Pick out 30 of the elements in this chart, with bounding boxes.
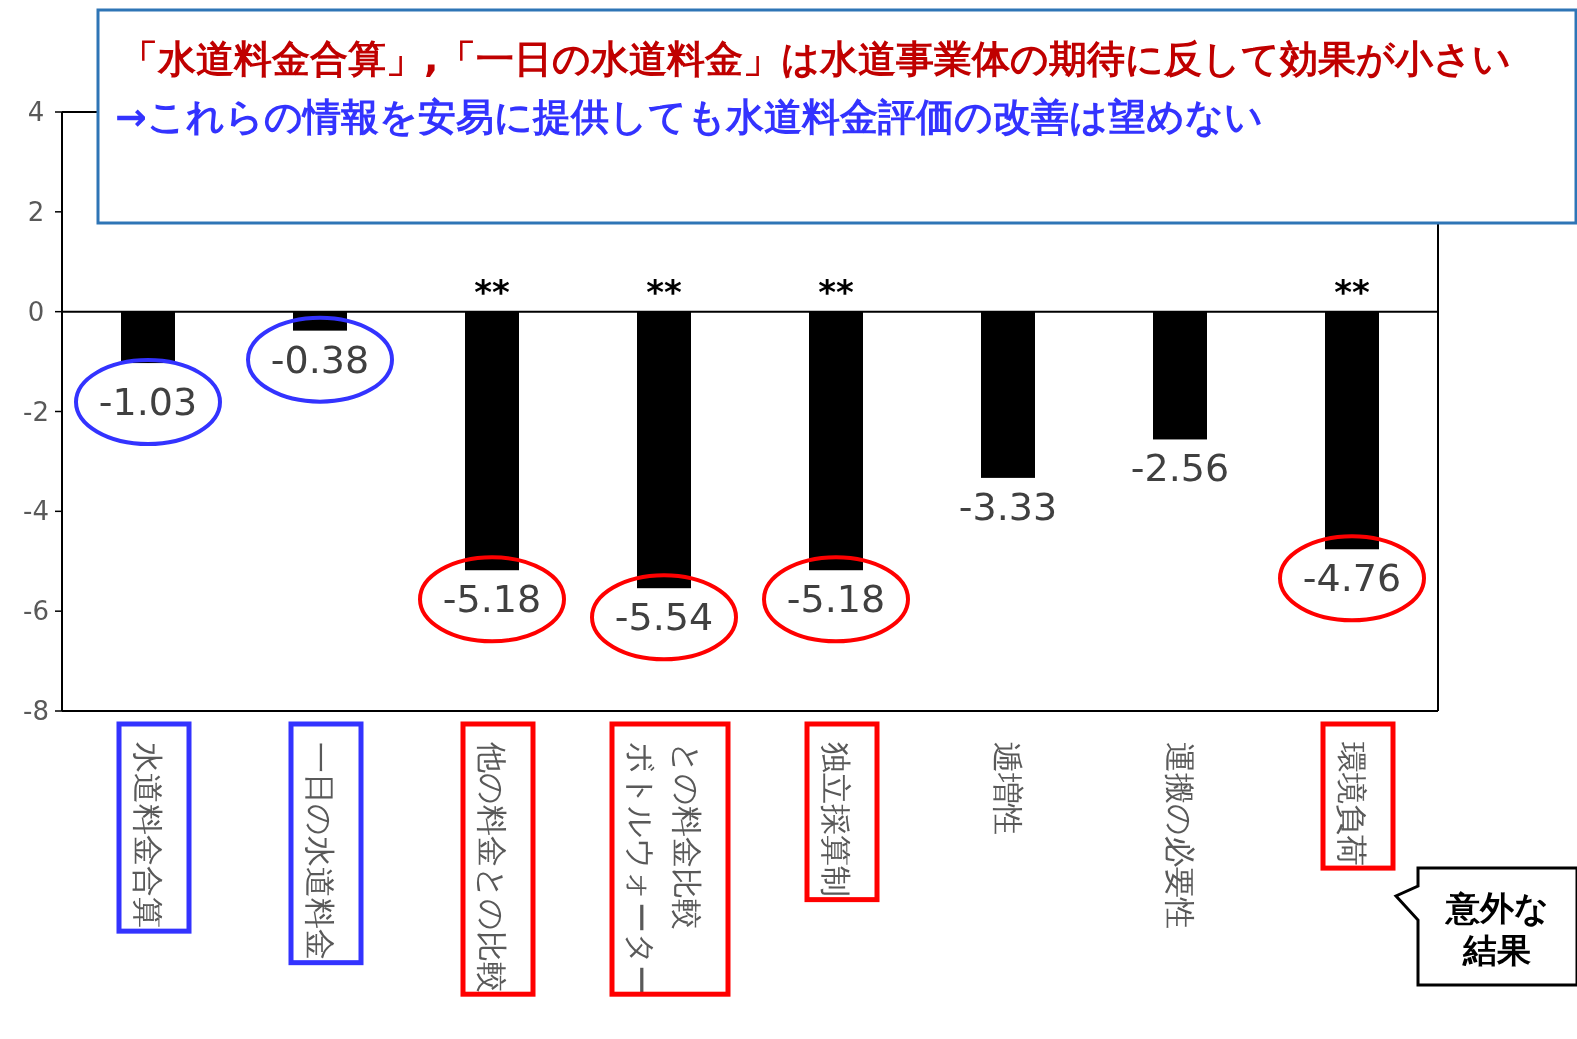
text: 意外な結果 (1443, 888, 1549, 970)
x-tick-label: 逓増性 (990, 742, 1026, 835)
y-tick-label: 0 (27, 296, 45, 327)
annotation: ** (1334, 271, 1370, 312)
data-label: -2.56 (1130, 446, 1230, 491)
annotation: ** (646, 271, 682, 312)
y-tick-label: -4 (23, 496, 49, 527)
x-tick-label: 独立採算制 (818, 742, 854, 897)
chart-title: 「水道料金合算」,「一日の水道料金」は水道事業体の期待に反して効果が小さい (120, 37, 1512, 81)
data-label: -1.03 (98, 380, 198, 425)
data-label: -5.18 (442, 577, 542, 622)
x-tick-label: 他の料金との比較 (474, 742, 510, 993)
x-tick-label: 運搬の必要性 (1162, 742, 1198, 929)
y-tick-label: -6 (23, 596, 49, 627)
x-tick-label: ボトルウォーターとの料金比較 (623, 742, 705, 996)
data-label: -5.18 (786, 577, 886, 622)
annotation: ** (474, 271, 510, 312)
y-tick-label: -8 (23, 696, 49, 726)
x-tick-label: 環境負荷 (1334, 742, 1370, 866)
data-label: -3.33 (958, 484, 1058, 529)
chart-subtitle: →これらの情報を安易に提供しても水道料金評価の改善は望めない (115, 95, 1263, 139)
y-tick-label: -2 (23, 396, 49, 427)
y-tick-label: 4 (27, 97, 45, 127)
x-tick-label: 一日の水道料金 (302, 742, 338, 960)
y-tick-label: 2 (27, 196, 45, 227)
data-label: -0.38 (270, 337, 370, 382)
annotation: ** (818, 271, 854, 312)
x-tick-label: 水道料金合算 (130, 742, 166, 928)
data-label: -4.76 (1302, 556, 1402, 601)
data-label: -5.54 (614, 595, 714, 640)
